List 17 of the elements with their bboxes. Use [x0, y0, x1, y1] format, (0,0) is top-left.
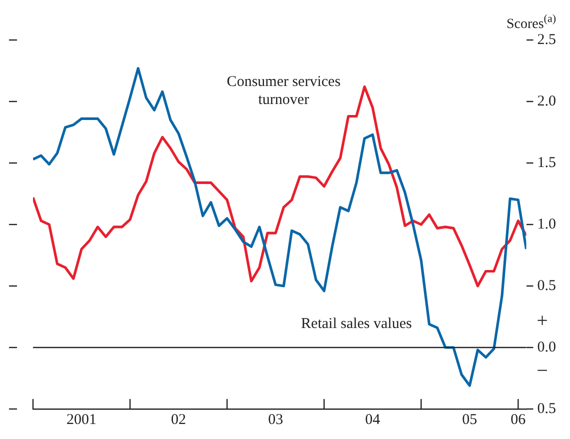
y-tick-label: 0.5	[537, 278, 556, 294]
x-tick-label: 2001	[66, 412, 97, 428]
x-tick-label: 04	[365, 412, 381, 428]
series-label: Retail sales values	[301, 316, 412, 332]
y-tick-label: 2.5	[537, 32, 556, 48]
x-tick-label: 02	[171, 412, 186, 428]
text: −	[536, 360, 548, 382]
x-tick-label: 03	[268, 412, 284, 428]
x-tick-label: 05	[462, 412, 478, 428]
y-tick-label: 1.0	[537, 216, 556, 232]
x-tick-label: 06	[510, 412, 526, 428]
series-label: Consumer services turnover	[226, 74, 341, 108]
y-tick-label: 1.5	[537, 154, 556, 171]
y-tick-label: 2.0	[537, 93, 556, 110]
text: +	[536, 310, 548, 332]
y-tick-label: 0.0	[537, 339, 556, 356]
y-tick-label: 0.5	[537, 400, 556, 417]
